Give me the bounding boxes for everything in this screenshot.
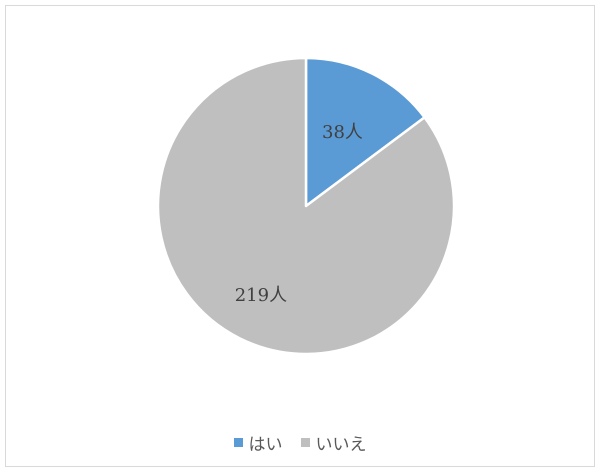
pie-slice-no	[156, 56, 456, 356]
legend-label-no: いいえ	[315, 435, 367, 455]
chart-frame: 38人 219人 はい いいえ	[5, 5, 595, 467]
legend-label-yes: はい	[248, 435, 283, 455]
pie-label-no: 219人	[235, 285, 287, 306]
legend-item-no: いいえ	[300, 430, 367, 455]
legend-swatch-yes	[233, 438, 243, 447]
legend: はい いいえ	[6, 430, 594, 455]
legend-item-yes: はい	[233, 430, 283, 455]
pie-chart: 38人 219人	[156, 56, 456, 356]
pie-label-yes: 38人	[322, 122, 363, 143]
pie-slice-yes	[304, 56, 426, 208]
legend-swatch-no	[300, 438, 310, 447]
